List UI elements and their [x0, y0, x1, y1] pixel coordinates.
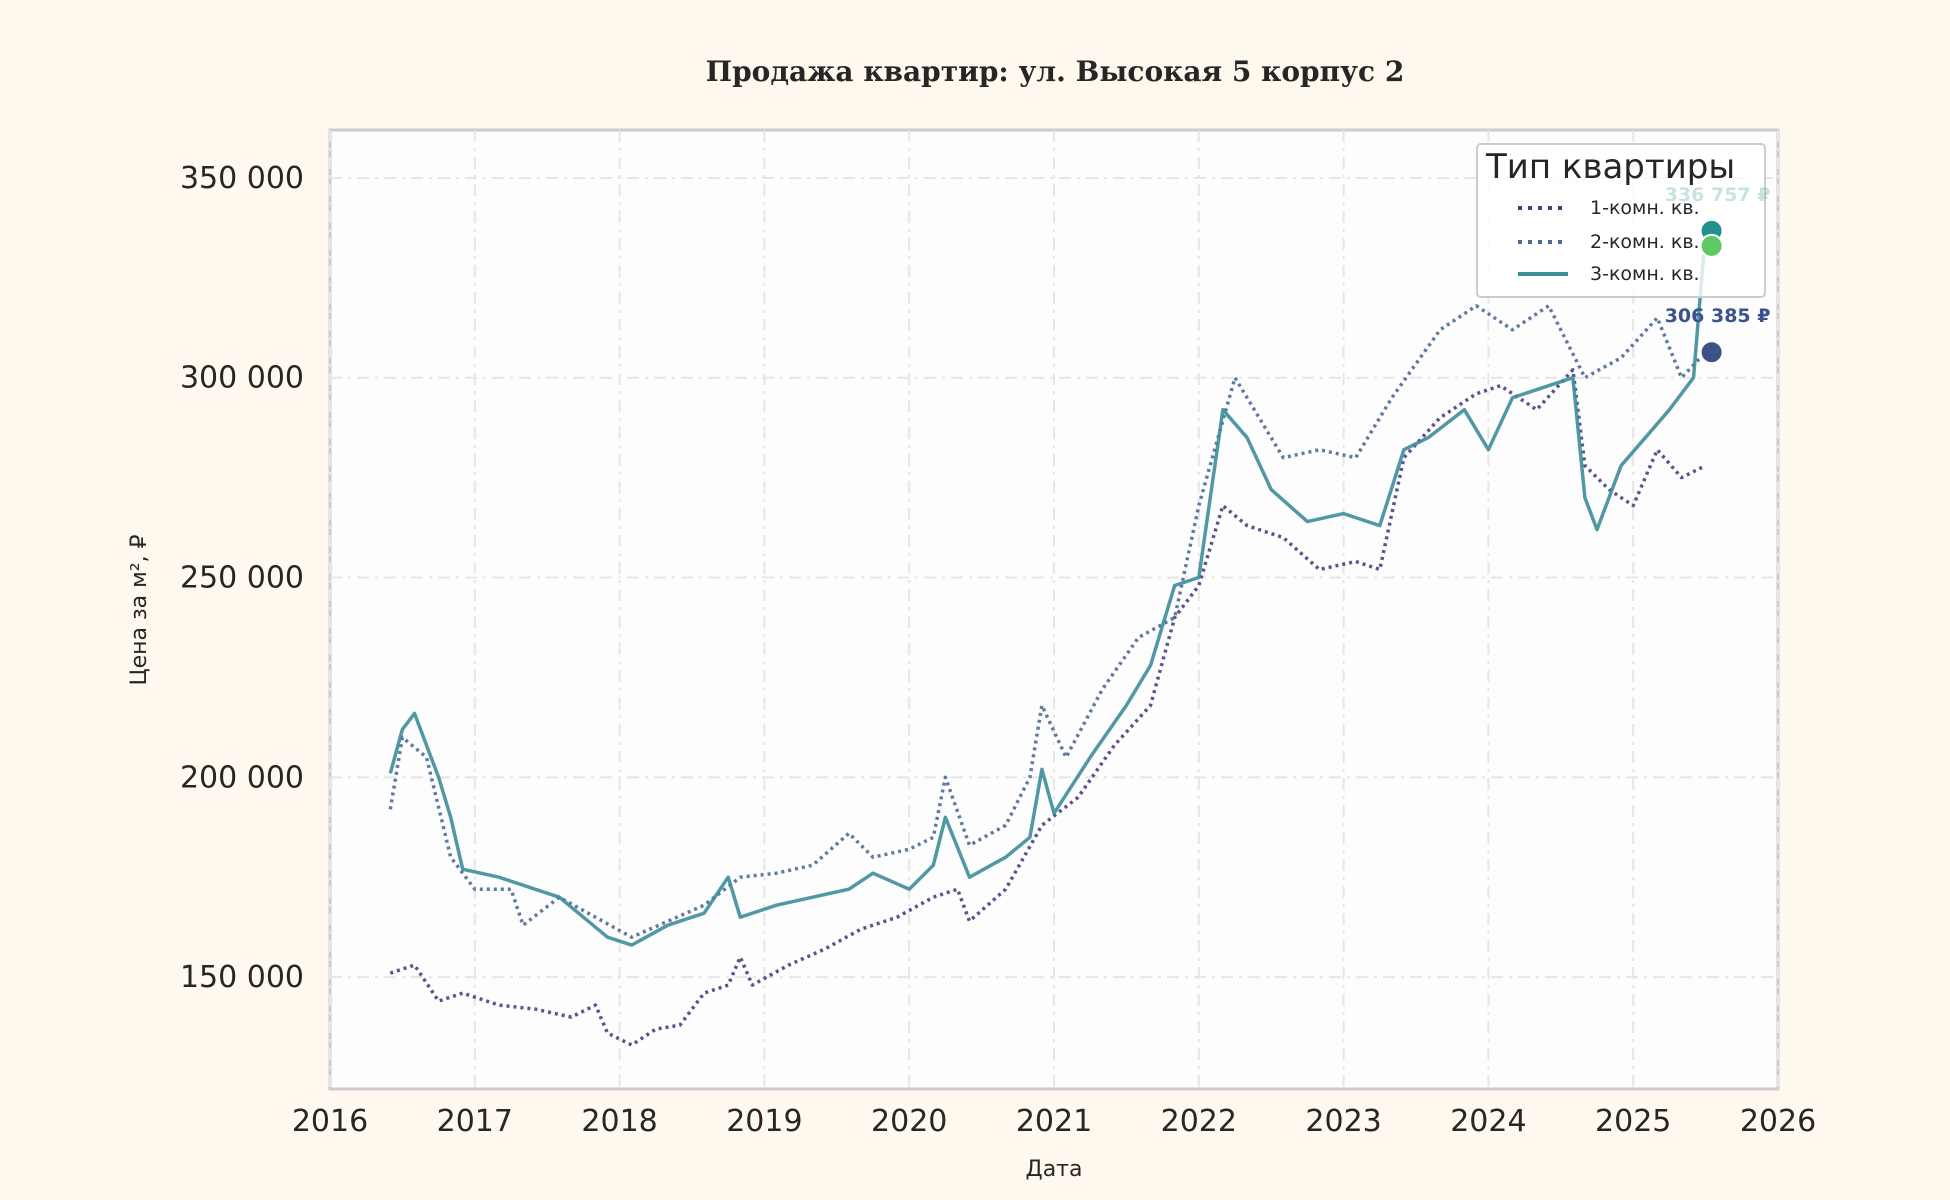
y-tick-label: 150 000: [180, 960, 304, 995]
chart-title: Продажа квартир: ул. Высокая 5 корпус 2: [705, 55, 1405, 88]
legend-swatch: [1518, 272, 1568, 276]
x-tick-label: 2016: [292, 1104, 368, 1139]
legend-swatch: [1518, 206, 1568, 210]
legend-label: 2-комн. кв.: [1590, 231, 1700, 253]
x-tick-label: 2023: [1305, 1104, 1381, 1139]
x-tick-label: 2025: [1595, 1104, 1671, 1139]
y-axis-label: Цена за м², ₽: [127, 534, 152, 685]
y-tick-label: 200 000: [180, 760, 304, 795]
series-line-3room: [388, 230, 1708, 947]
x-tick-label: 2020: [871, 1104, 947, 1139]
x-tick-label: 2022: [1161, 1104, 1237, 1139]
legend-item-1room: 1-комн. кв.: [1518, 197, 1700, 219]
y-tick-label: 300 000: [180, 361, 304, 396]
legend: Тип квартиры 1-комн. кв. 2-комн. кв. 3-к…: [1476, 143, 1766, 298]
x-tick-label: 2024: [1450, 1104, 1526, 1139]
x-tick-label: 2021: [1016, 1104, 1092, 1139]
legend-item-2room: 2-комн. кв.: [1518, 231, 1700, 253]
x-tick-label: 2018: [581, 1104, 657, 1139]
ticks: 2016 2017 2018 2019 2020 2021 2022 2023 2024 2025…: [180, 161, 1816, 1139]
x-tick-label: 2017: [437, 1104, 513, 1139]
x-axis-label: Дата: [1026, 1157, 1083, 1182]
series-lines: [388, 230, 1708, 1047]
legend-label: 1-комн. кв.: [1590, 197, 1700, 219]
legend-title: Тип квартиры: [1486, 147, 1736, 187]
legend-label: 3-комн. кв.: [1590, 263, 1700, 285]
x-tick-label: 2026: [1740, 1104, 1816, 1139]
y-tick-label: 250 000: [180, 561, 304, 596]
x-tick-label: 2019: [726, 1104, 802, 1139]
legend-item-3room: 3-комн. кв.: [1518, 263, 1700, 285]
y-tick-label: 350 000: [180, 161, 304, 196]
legend-swatch: [1518, 240, 1568, 244]
